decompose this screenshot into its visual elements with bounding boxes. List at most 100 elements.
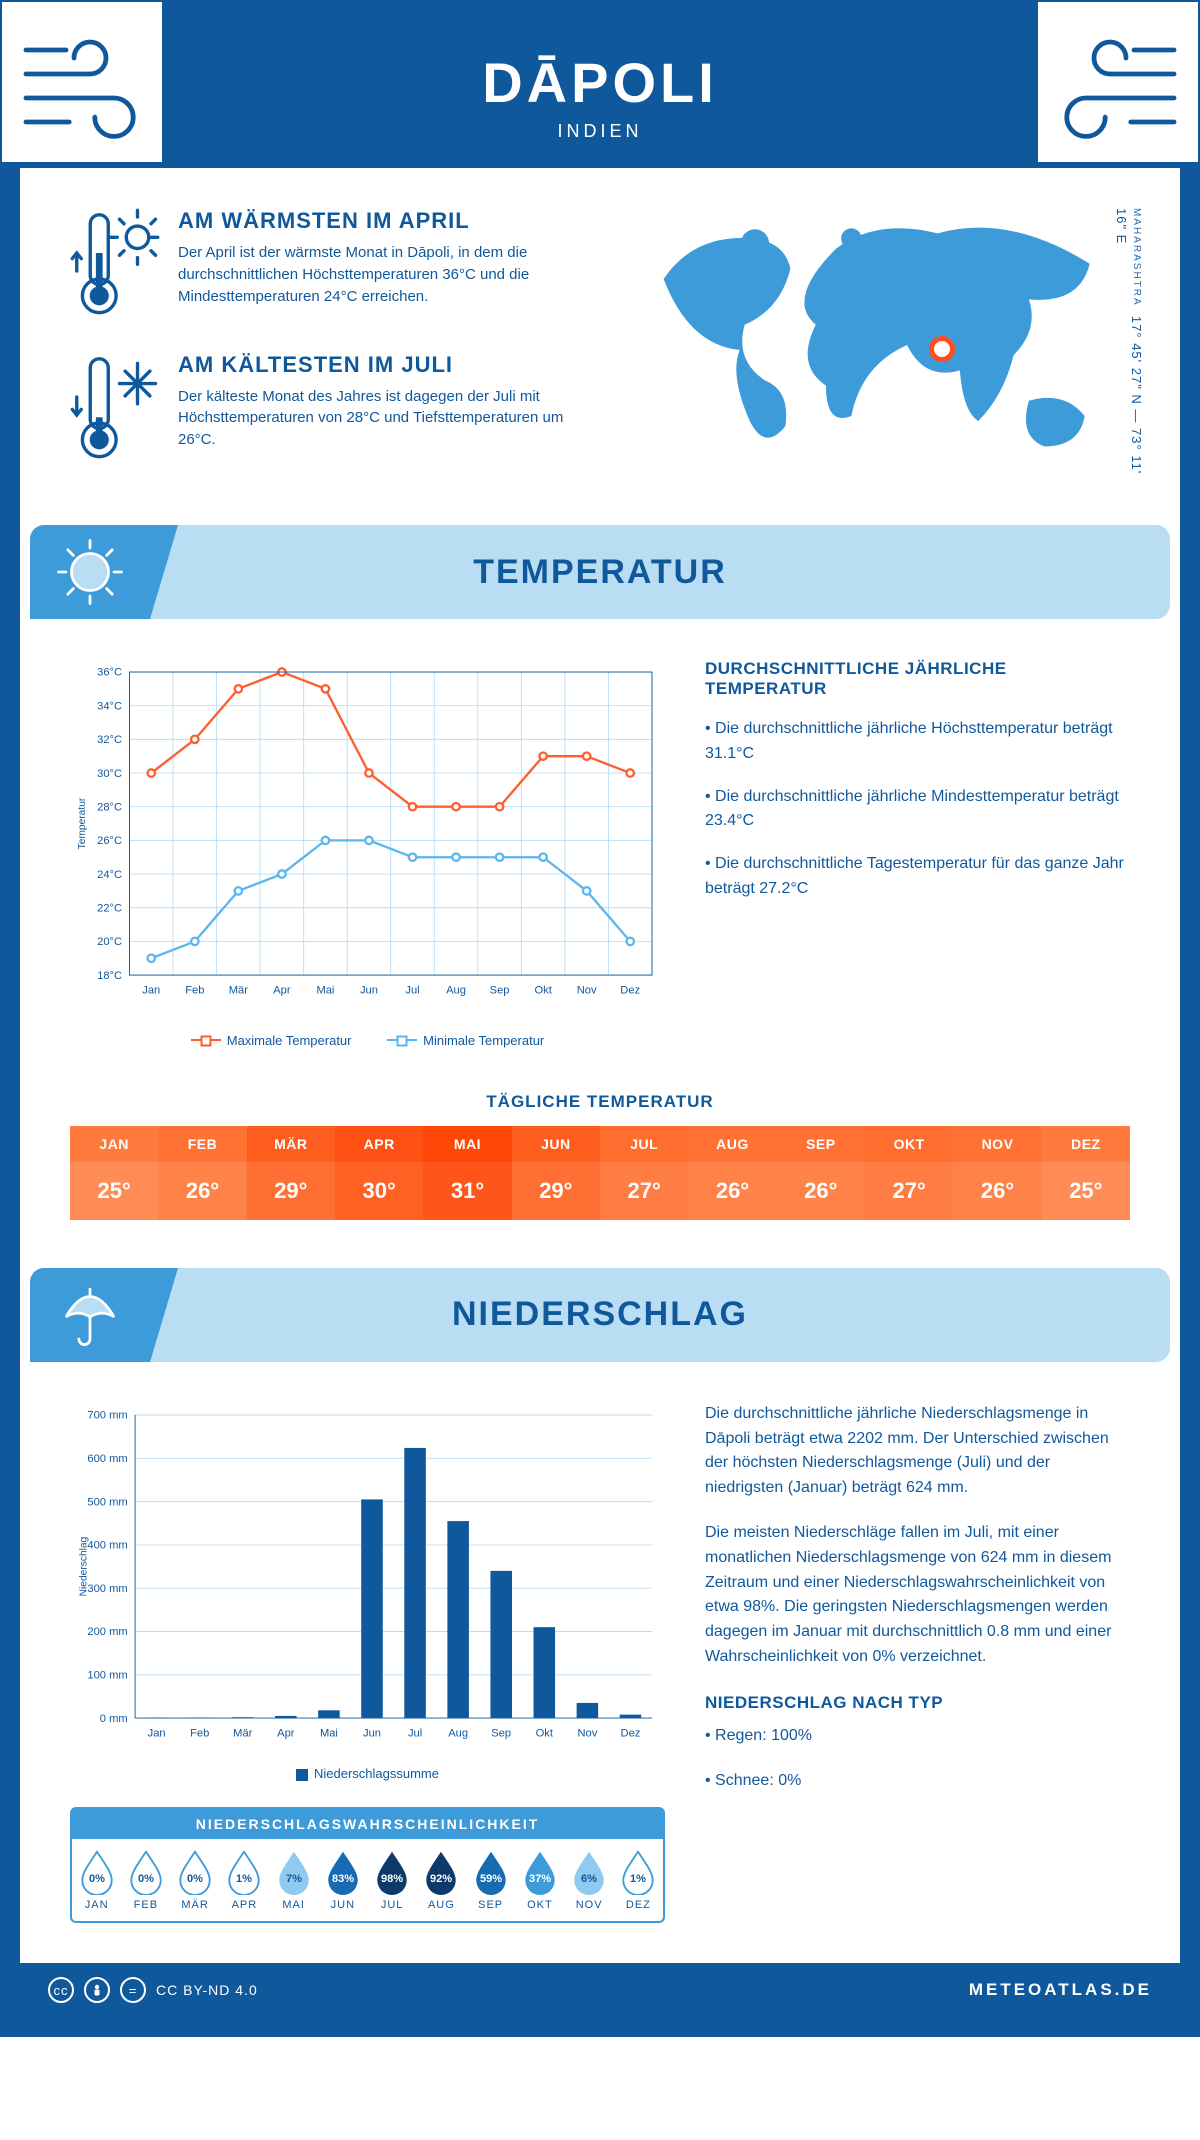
intro-row: AM WÄRMSTEN IM APRIL Der April ist der w…	[20, 168, 1180, 525]
svg-text:36°C: 36°C	[97, 667, 122, 679]
svg-text:100 mm: 100 mm	[87, 1669, 127, 1681]
svg-text:Jun: Jun	[363, 1727, 381, 1739]
svg-text:Dez: Dez	[621, 1727, 641, 1739]
daily-month-header: OKT	[865, 1126, 953, 1162]
svg-text:Sep: Sep	[491, 1727, 511, 1739]
daily-month-header: FEB	[158, 1126, 246, 1162]
svg-text:600 mm: 600 mm	[87, 1453, 127, 1465]
daily-temp-title: TÄGLICHE TEMPERATUR	[20, 1092, 1180, 1112]
svg-text:22°C: 22°C	[97, 902, 122, 914]
temp-facts-title: DURCHSCHNITTLICHE JÄHRLICHE TEMPERATUR	[705, 659, 1130, 699]
precip-probability-title: NIEDERSCHLAGSWAHRSCHEINLICHKEIT	[72, 1809, 663, 1839]
daily-temp-value: 26°	[158, 1162, 246, 1220]
cc-icon: cc	[48, 1977, 74, 2003]
daily-temp-value: 31°	[423, 1162, 511, 1220]
temp-fact-item: • Die durchschnittliche jährliche Höchst…	[705, 717, 1130, 767]
coordinates-label: MAHARASHTRA 17° 45' 27" N — 73° 11' 16" …	[1114, 208, 1144, 495]
page-frame: DĀPOLI INDIEN	[0, 0, 1200, 2037]
city-title: DĀPOLI	[20, 50, 1180, 115]
daily-temp-value: 29°	[247, 1162, 335, 1220]
svg-text:Okt: Okt	[534, 985, 552, 997]
svg-text:0%: 0%	[187, 1873, 203, 1885]
header-deco-right	[1038, 2, 1198, 162]
fact-warmest: AM WÄRMSTEN IM APRIL Der April ist der w…	[70, 208, 603, 326]
thermometer-hot-icon	[70, 208, 160, 326]
precip-type-item: • Regen: 100%	[705, 1724, 1130, 1749]
svg-text:Mär: Mär	[229, 985, 248, 997]
svg-text:28°C: 28°C	[97, 801, 122, 813]
daily-month-header: SEP	[777, 1126, 865, 1162]
precip-text-block: Die durchschnittliche jährliche Niedersc…	[705, 1402, 1130, 1923]
fact-coldest-title: AM KÄLTESTEN IM JULI	[178, 352, 603, 378]
section-header-temperature: TEMPERATUR	[30, 525, 1170, 619]
svg-text:500 mm: 500 mm	[87, 1496, 127, 1508]
fact-coldest: AM KÄLTESTEN IM JULI Der kälteste Monat …	[70, 352, 603, 470]
daily-temperature-table: JANFEBMÄRAPRMAIJUNJULAUGSEPOKTNOVDEZ25°2…	[70, 1126, 1130, 1220]
svg-text:Temperatur: Temperatur	[77, 797, 88, 849]
svg-text:Dez: Dez	[620, 985, 640, 997]
svg-text:0%: 0%	[138, 1873, 154, 1885]
precip-type-item: • Schnee: 0%	[705, 1769, 1130, 1794]
svg-text:Sep: Sep	[490, 985, 510, 997]
svg-text:20°C: 20°C	[97, 936, 122, 948]
nd-icon: =	[120, 1977, 146, 2003]
section-header-precip: NIEDERSCHLAG	[30, 1268, 1170, 1362]
svg-text:Niederschlag: Niederschlag	[79, 1536, 90, 1596]
temperature-line-chart: 18°C20°C22°C24°C26°C28°C30°C32°C34°C36°C…	[70, 659, 665, 1048]
legend-min: Minimale Temperatur	[423, 1033, 544, 1048]
precip-probability-drop: 37% OKT	[515, 1839, 564, 1921]
daily-month-header: JUL	[600, 1126, 688, 1162]
country-subtitle: INDIEN	[20, 121, 1180, 142]
daily-temp-value: 27°	[600, 1162, 688, 1220]
section-title-temperature: TEMPERATUR	[473, 553, 727, 592]
daily-temp-value: 26°	[777, 1162, 865, 1220]
fact-warmest-title: AM WÄRMSTEN IM APRIL	[178, 208, 603, 234]
svg-text:Jun: Jun	[360, 985, 378, 997]
daily-month-header: DEZ	[1042, 1126, 1130, 1162]
svg-text:400 mm: 400 mm	[87, 1539, 127, 1551]
svg-text:Jan: Jan	[148, 1727, 166, 1739]
precip-probability-drop: 1% APR	[220, 1839, 269, 1921]
temperature-facts: DURCHSCHNITTLICHE JÄHRLICHE TEMPERATUR •…	[705, 659, 1130, 1048]
svg-text:1%: 1%	[236, 1873, 252, 1885]
license-text: CC BY-ND 4.0	[156, 1982, 258, 1998]
daily-temp-value: 27°	[865, 1162, 953, 1220]
precip-legend: Niederschlagssumme	[314, 1766, 439, 1781]
svg-text:0 mm: 0 mm	[100, 1713, 128, 1725]
svg-text:Mai: Mai	[320, 1727, 338, 1739]
svg-text:200 mm: 200 mm	[87, 1626, 127, 1638]
precip-probability-drop: 0% FEB	[121, 1839, 170, 1921]
svg-text:32°C: 32°C	[97, 734, 122, 746]
daily-month-header: JUN	[512, 1126, 600, 1162]
svg-text:1%: 1%	[630, 1873, 646, 1885]
svg-text:Aug: Aug	[446, 985, 466, 997]
svg-text:26°C: 26°C	[97, 835, 122, 847]
precip-probability-drop: 92% AUG	[417, 1839, 466, 1921]
svg-text:Mai: Mai	[316, 985, 334, 997]
thermometer-cold-icon	[70, 352, 160, 470]
precip-probability-drop: 59% SEP	[466, 1839, 515, 1921]
world-map: MAHARASHTRA 17° 45' 27" N — 73° 11' 16" …	[623, 208, 1130, 495]
fact-coldest-text: Der kälteste Monat des Jahres ist dagege…	[178, 386, 603, 451]
daily-month-header: APR	[335, 1126, 423, 1162]
svg-text:Mär: Mär	[233, 1727, 252, 1739]
svg-text:24°C: 24°C	[97, 869, 122, 881]
svg-text:300 mm: 300 mm	[87, 1583, 127, 1595]
svg-text:Aug: Aug	[448, 1727, 468, 1739]
daily-month-header: MÄR	[247, 1126, 335, 1162]
svg-text:Nov: Nov	[577, 1727, 597, 1739]
precip-type-title: NIEDERSCHLAG NACH TYP	[705, 1690, 1130, 1716]
precip-probability-drop: 7% MAI	[269, 1839, 318, 1921]
svg-text:Nov: Nov	[577, 985, 597, 997]
svg-text:92%: 92%	[430, 1873, 452, 1885]
daily-month-header: AUG	[688, 1126, 776, 1162]
temp-fact-item: • Die durchschnittliche Tagestemperatur …	[705, 852, 1130, 902]
page-footer: cc = CC BY-ND 4.0 METEOATLAS.DE	[20, 1963, 1180, 2017]
svg-text:0%: 0%	[89, 1873, 105, 1885]
precip-probability-drop: 0% JAN	[72, 1839, 121, 1921]
umbrella-icon	[30, 1268, 150, 1362]
precipitation-bar-chart: 0 mm 100 mm 200 mm 300 mm 400 mm 500 mm 600 mm…	[70, 1402, 665, 1781]
header-deco-left	[2, 2, 162, 162]
precip-probability-drop: 98% JUL	[368, 1839, 417, 1921]
by-icon	[84, 1977, 110, 2003]
